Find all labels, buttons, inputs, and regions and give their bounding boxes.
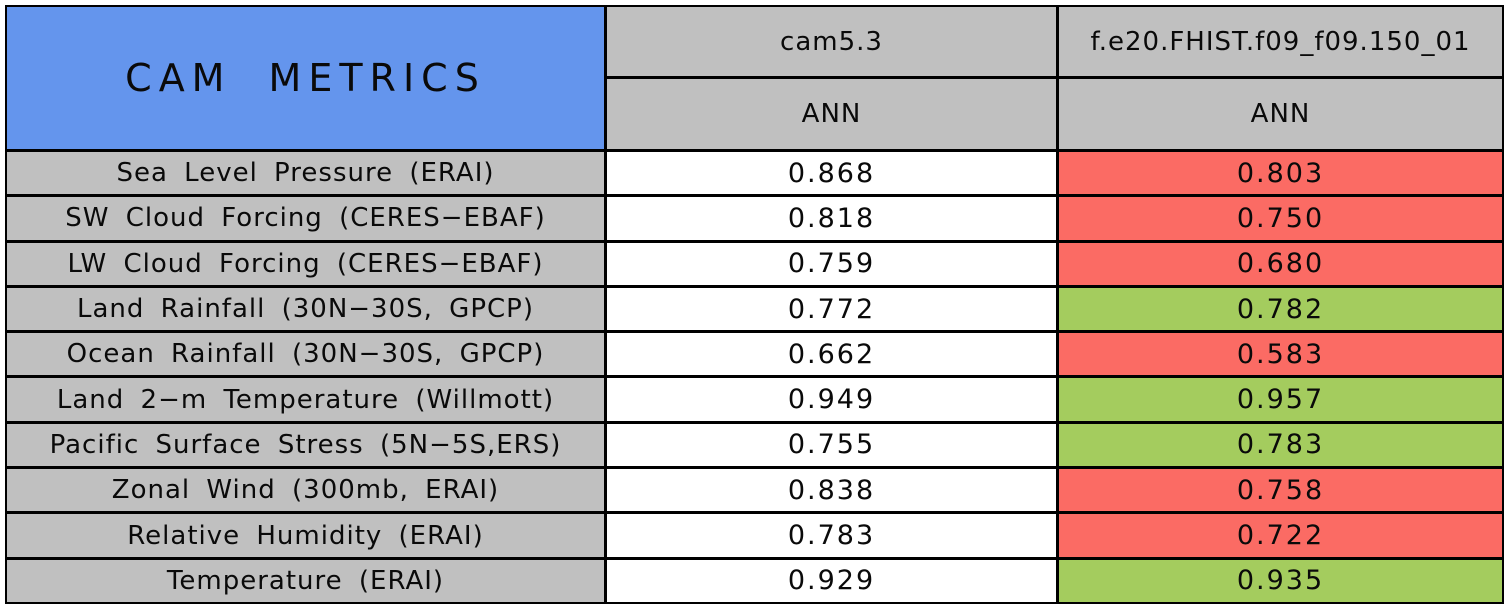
test-value: 0.758 — [1059, 469, 1502, 512]
cam-metrics-table: CAM METRICS cam5.3 f.e20.FHIST.f09_f09.1… — [5, 5, 1504, 604]
metric-label: Ocean Rainfall (30N−30S, GPCP) — [7, 333, 604, 376]
baseline-value: 0.772 — [607, 287, 1056, 331]
metric-label: SW Cloud Forcing (CERES−EBAF) — [7, 197, 604, 240]
baseline-value: 0.662 — [607, 333, 1056, 376]
test-value: 0.783 — [1059, 423, 1502, 467]
test-value: 0.935 — [1059, 559, 1502, 602]
metric-label: Relative Humidity (ERAI) — [7, 514, 604, 557]
metric-label: LW Cloud Forcing (CERES−EBAF) — [7, 242, 604, 285]
baseline-value: 0.783 — [607, 514, 1056, 557]
metric-label: Sea Level Pressure (ERAI) — [7, 152, 604, 195]
table-title: CAM METRICS — [7, 7, 604, 149]
test-value: 0.957 — [1059, 378, 1502, 421]
metric-label: Temperature (ERAI) — [7, 559, 604, 602]
metric-label: Zonal Wind (300mb, ERAI) — [7, 469, 604, 512]
baseline-value: 0.759 — [607, 242, 1056, 285]
baseline-value: 0.949 — [607, 378, 1056, 421]
baseline-value: 0.929 — [607, 559, 1056, 602]
baseline-value: 0.838 — [607, 469, 1056, 512]
metric-label: Pacific Surface Stress (5N−5S,ERS) — [7, 423, 604, 467]
test-value: 0.722 — [1059, 514, 1502, 557]
column-header-test-model: f.e20.FHIST.f09_f09.150_01 — [1059, 7, 1502, 76]
metric-label: Land 2−m Temperature (Willmott) — [7, 378, 604, 421]
column-header-baseline-model: cam5.3 — [607, 7, 1056, 76]
column-subheader-test-season: ANN — [1059, 79, 1502, 149]
metric-label: Land Rainfall (30N−30S, GPCP) — [7, 287, 604, 331]
test-value: 0.680 — [1059, 242, 1502, 285]
test-value: 0.583 — [1059, 333, 1502, 376]
baseline-value: 0.868 — [607, 152, 1056, 195]
test-value: 0.750 — [1059, 197, 1502, 240]
baseline-value: 0.818 — [607, 197, 1056, 240]
test-value: 0.803 — [1059, 152, 1502, 195]
test-value: 0.782 — [1059, 287, 1502, 331]
column-subheader-baseline-season: ANN — [607, 79, 1056, 149]
baseline-value: 0.755 — [607, 423, 1056, 467]
